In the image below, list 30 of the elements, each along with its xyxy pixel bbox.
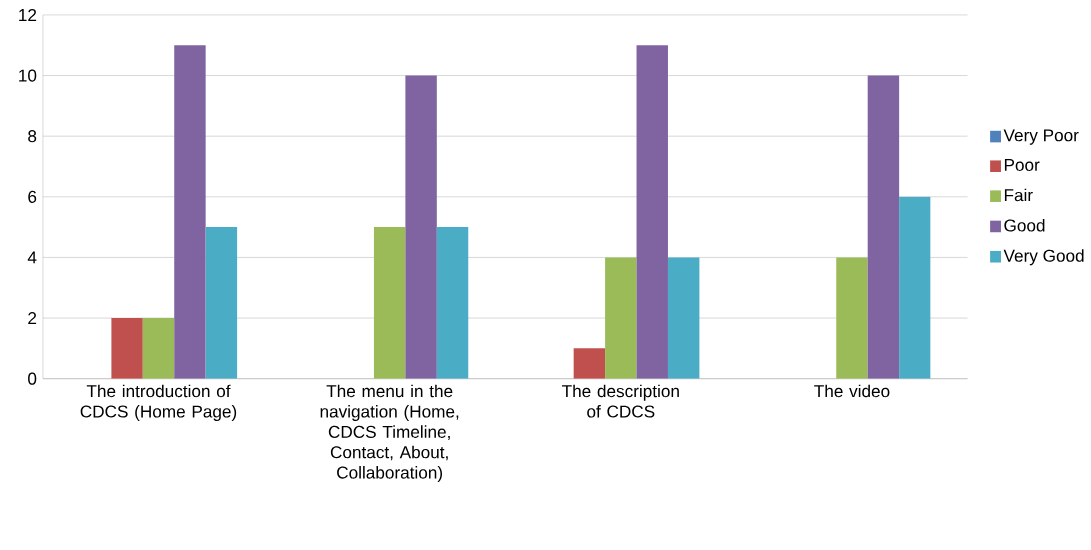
bar [142, 317, 175, 379]
legend-label: Very Good [1003, 249, 1084, 266]
bar [405, 75, 437, 379]
bar [867, 75, 900, 379]
y-tick-label: 10 [19, 69, 37, 82]
bar [605, 257, 637, 379]
y-tick-label: 2 [28, 311, 37, 324]
bar [899, 196, 931, 379]
bar [373, 226, 406, 379]
x-tick-label: The description of CDCS [562, 384, 679, 418]
bar [573, 348, 606, 379]
legend-label: Good [1004, 218, 1045, 232]
bar [436, 226, 469, 379]
x-tick-label: The menu in the navigation (Home, CDCS Timeline, Contact, About, Collaboration) [320, 384, 459, 482]
bar [111, 317, 143, 379]
bar [667, 257, 700, 379]
legend-label: Fair [1004, 188, 1033, 202]
y-tick-label: 4 [27, 251, 37, 264]
legend-label: Poor [1004, 158, 1040, 171]
y-tick-label: 6 [28, 190, 37, 203]
x-tick-label: The video [814, 384, 890, 398]
y-tick-label: 12 [19, 8, 37, 21]
bar [636, 45, 668, 379]
bar [205, 226, 238, 379]
y-tick-label: 8 [28, 129, 37, 143]
x-tick-label: The introduction of CDCS (Home Page) [80, 384, 237, 421]
y-tick-label: 0 [28, 372, 37, 385]
bar [174, 45, 206, 379]
bar [836, 257, 868, 379]
legend-label: Very Poor [1003, 129, 1079, 145]
